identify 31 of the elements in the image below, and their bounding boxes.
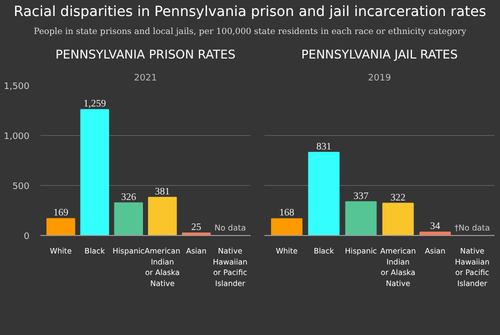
bar: [271, 218, 302, 236]
data-label: 168: [279, 208, 294, 219]
annotation: No data: [214, 224, 246, 233]
bar: [382, 202, 414, 236]
bar: [46, 218, 76, 236]
chart-subtitle: 2019: [368, 74, 392, 84]
data-label: 25: [191, 222, 202, 234]
chart-title: PENNSYLVANIA JAIL RATES: [301, 48, 458, 62]
y-tick-label: 1,000: [4, 132, 30, 142]
bar: [308, 152, 340, 236]
text: People in state prisons and local jails, per 100,000 state residents in each race or ethnicity category: [34, 26, 466, 38]
data-label: 34: [430, 221, 440, 232]
data-label: 1,259: [83, 98, 106, 110]
y-tick-label: 1,500: [4, 82, 30, 92]
text: Racial disparities in Pennsylvania prison and jail incarceration rates: [14, 3, 486, 22]
bar: [114, 202, 143, 236]
data-label: 169: [53, 208, 68, 219]
y-tick-label: 500: [12, 182, 30, 192]
chart-subtitle: 2021: [134, 74, 157, 84]
chart-title: PENNSYLVANIA PRISON RATES: [56, 48, 236, 62]
bar: [80, 109, 110, 236]
data-label: 337: [353, 190, 368, 202]
data-label: 322: [390, 192, 406, 204]
data-label: 381: [154, 186, 170, 198]
bar: [345, 201, 377, 236]
y-tick-label: 0: [24, 232, 30, 242]
bar: [148, 197, 177, 236]
annotation: †No data: [454, 224, 490, 233]
data-label: 831: [316, 142, 332, 153]
bar: [419, 232, 451, 236]
data-label: 326: [121, 192, 136, 204]
